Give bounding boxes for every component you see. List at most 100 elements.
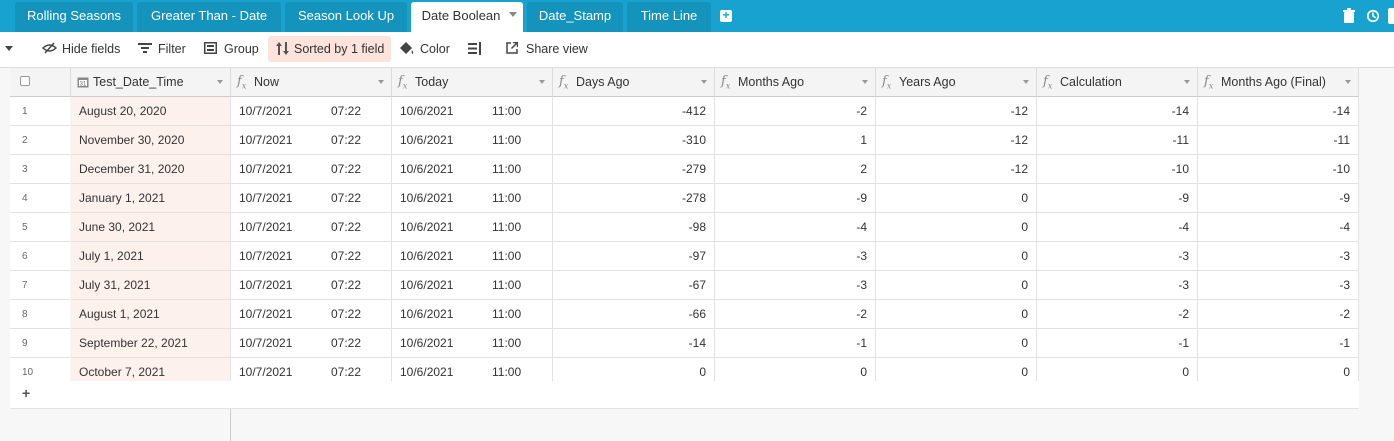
months-cell[interactable]: -2 bbox=[715, 300, 876, 329]
years-cell[interactable]: 0 bbox=[876, 300, 1037, 329]
days-cell[interactable]: -66 bbox=[553, 300, 715, 329]
share-view-button[interactable]: Share view bbox=[506, 36, 588, 62]
years-cell[interactable]: 0 bbox=[876, 271, 1037, 300]
years-cell[interactable]: 0 bbox=[876, 329, 1037, 358]
sort-button[interactable]: Sorted by 1 field bbox=[268, 36, 392, 62]
chevron-down-icon[interactable] bbox=[862, 80, 868, 84]
years-cell[interactable]: 0 bbox=[876, 184, 1037, 213]
column-header-years-ago[interactable]: fx Years Ago bbox=[876, 68, 1037, 97]
color-button[interactable]: Color bbox=[400, 36, 450, 62]
final-cell[interactable]: -4 bbox=[1198, 213, 1359, 242]
filter-button[interactable]: Filter bbox=[138, 36, 186, 62]
years-cell[interactable]: -12 bbox=[876, 126, 1037, 155]
today-cell[interactable]: 10/6/2021 11:00 bbox=[392, 126, 553, 155]
tab-time-line[interactable]: Time Line bbox=[627, 2, 711, 32]
months-cell[interactable]: -3 bbox=[715, 242, 876, 271]
now-cell[interactable]: 10/7/2021 07:22 bbox=[231, 97, 392, 126]
column-header-now[interactable]: fx Now bbox=[231, 68, 392, 97]
tab-season-look-up[interactable]: Season Look Up bbox=[285, 2, 407, 32]
select-all-checkbox[interactable] bbox=[20, 76, 30, 86]
days-cell[interactable]: -278 bbox=[553, 184, 715, 213]
chevron-down-icon[interactable] bbox=[1023, 80, 1029, 84]
add-row-bar[interactable]: + bbox=[10, 381, 1359, 409]
today-cell[interactable]: 10/6/2021 11:00 bbox=[392, 97, 553, 126]
calc-cell[interactable]: -9 bbox=[1037, 184, 1198, 213]
column-header-today[interactable]: fx Today bbox=[392, 68, 553, 97]
today-cell[interactable]: 10/6/2021 11:00 bbox=[392, 271, 553, 300]
chevron-down-icon[interactable] bbox=[509, 12, 517, 17]
calc-cell[interactable]: -10 bbox=[1037, 155, 1198, 184]
tab-rolling-seasons[interactable]: Rolling Seasons bbox=[15, 2, 133, 32]
months-cell[interactable]: -2 bbox=[715, 97, 876, 126]
calc-cell[interactable]: -14 bbox=[1037, 97, 1198, 126]
row-height-icon[interactable] bbox=[468, 42, 482, 55]
trash-icon[interactable] bbox=[1342, 8, 1356, 24]
date-cell[interactable]: August 1, 2021 bbox=[71, 300, 231, 329]
final-cell[interactable]: -10 bbox=[1198, 155, 1359, 184]
add-table-icon[interactable]: + bbox=[720, 9, 732, 22]
months-cell[interactable]: -3 bbox=[715, 271, 876, 300]
tab-date-boolean[interactable]: Date Boolean bbox=[411, 2, 523, 32]
column-header-calculation[interactable]: fx Calculation bbox=[1037, 68, 1198, 97]
final-cell[interactable]: -3 bbox=[1198, 242, 1359, 271]
chevron-down-icon[interactable] bbox=[1184, 80, 1190, 84]
years-cell[interactable]: 0 bbox=[876, 242, 1037, 271]
chevron-down-icon[interactable] bbox=[701, 80, 707, 84]
months-cell[interactable]: 1 bbox=[715, 126, 876, 155]
column-header-days-ago[interactable]: fx Days Ago bbox=[553, 68, 715, 97]
group-button[interactable]: Group bbox=[204, 36, 259, 62]
today-cell[interactable]: 10/6/2021 11:00 bbox=[392, 213, 553, 242]
today-cell[interactable]: 10/6/2021 11:00 bbox=[392, 300, 553, 329]
now-cell[interactable]: 10/7/2021 07:22 bbox=[231, 213, 392, 242]
date-cell[interactable]: June 30, 2021 bbox=[71, 213, 231, 242]
final-cell[interactable]: -1 bbox=[1198, 329, 1359, 358]
calc-cell[interactable]: -3 bbox=[1037, 271, 1198, 300]
calc-cell[interactable]: -1 bbox=[1037, 329, 1198, 358]
months-cell[interactable]: -1 bbox=[715, 329, 876, 358]
final-cell[interactable]: -9 bbox=[1198, 184, 1359, 213]
days-cell[interactable]: -412 bbox=[553, 97, 715, 126]
final-cell[interactable]: -2 bbox=[1198, 300, 1359, 329]
days-cell[interactable]: -14 bbox=[553, 329, 715, 358]
days-cell[interactable]: -310 bbox=[553, 126, 715, 155]
months-cell[interactable]: -9 bbox=[715, 184, 876, 213]
column-header-months-ago-final[interactable]: fx Months Ago (Final) bbox=[1198, 68, 1359, 97]
years-cell[interactable]: 0 bbox=[876, 213, 1037, 242]
now-cell[interactable]: 10/7/2021 07:22 bbox=[231, 126, 392, 155]
views-chevron-icon[interactable] bbox=[5, 46, 13, 52]
now-cell[interactable]: 10/7/2021 07:22 bbox=[231, 271, 392, 300]
today-cell[interactable]: 10/6/2021 11:00 bbox=[392, 155, 553, 184]
tab-date-stamp[interactable]: Date_Stamp bbox=[527, 2, 623, 32]
months-cell[interactable]: 2 bbox=[715, 155, 876, 184]
history-icon[interactable] bbox=[1366, 8, 1380, 24]
date-cell[interactable]: November 30, 2020 bbox=[71, 126, 231, 155]
days-cell[interactable]: -279 bbox=[553, 155, 715, 184]
calc-cell[interactable]: -11 bbox=[1037, 126, 1198, 155]
date-cell[interactable]: July 31, 2021 bbox=[71, 271, 231, 300]
chevron-down-icon[interactable] bbox=[1345, 80, 1351, 84]
now-cell[interactable]: 10/7/2021 07:22 bbox=[231, 242, 392, 271]
today-cell[interactable]: 10/6/2021 11:00 bbox=[392, 329, 553, 358]
add-row-icon[interactable]: + bbox=[22, 385, 31, 401]
column-header-months-ago[interactable]: fx Months Ago bbox=[715, 68, 876, 97]
now-cell[interactable]: 10/7/2021 07:22 bbox=[231, 329, 392, 358]
chevron-down-icon[interactable] bbox=[217, 80, 223, 84]
tab-greater-than-date[interactable]: Greater Than - Date bbox=[137, 2, 281, 32]
now-cell[interactable]: 10/7/2021 07:22 bbox=[231, 155, 392, 184]
date-cell[interactable]: July 1, 2021 bbox=[71, 242, 231, 271]
chevron-down-icon[interactable] bbox=[539, 80, 545, 84]
column-header-test-date-time[interactable]: 31 Test_Date_Time bbox=[71, 68, 231, 97]
today-cell[interactable]: 10/6/2021 11:00 bbox=[392, 184, 553, 213]
hide-fields-button[interactable]: Hide fields bbox=[42, 36, 120, 62]
years-cell[interactable]: -12 bbox=[876, 155, 1037, 184]
chevron-down-icon[interactable] bbox=[378, 80, 384, 84]
date-cell[interactable]: September 22, 2021 bbox=[71, 329, 231, 358]
date-cell[interactable]: January 1, 2021 bbox=[71, 184, 231, 213]
years-cell[interactable]: -12 bbox=[876, 97, 1037, 126]
final-cell[interactable]: -14 bbox=[1198, 97, 1359, 126]
now-cell[interactable]: 10/7/2021 07:22 bbox=[231, 184, 392, 213]
date-cell[interactable]: August 20, 2020 bbox=[71, 97, 231, 126]
days-cell[interactable]: -98 bbox=[553, 213, 715, 242]
final-cell[interactable]: -11 bbox=[1198, 126, 1359, 155]
final-cell[interactable]: -3 bbox=[1198, 271, 1359, 300]
